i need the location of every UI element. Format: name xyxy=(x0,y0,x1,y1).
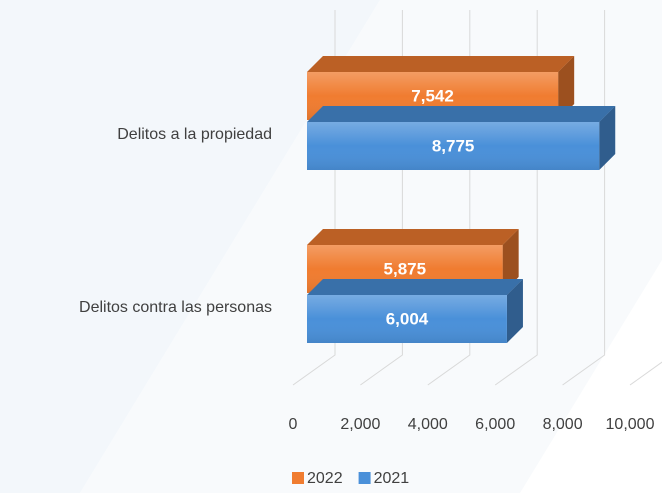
data-label: 7,542 xyxy=(411,86,454,105)
plot: 0 2,000 4,000 6,000 8,000 10,000 Delitos a la … xyxy=(79,10,662,487)
grid-line xyxy=(629,361,662,386)
legend-swatch xyxy=(358,472,371,484)
bar-side-shade xyxy=(599,106,616,170)
x-tick-label: 6,000 xyxy=(475,416,515,433)
bar-side xyxy=(502,229,519,293)
bar-gloss xyxy=(307,295,507,343)
x-tick-label: 0 xyxy=(289,416,298,433)
bar-top xyxy=(307,279,523,295)
legend-label: 2021 xyxy=(374,470,410,487)
data-label: 5,875 xyxy=(384,259,427,278)
legend-swatch xyxy=(292,472,304,484)
bar-gloss xyxy=(307,122,600,170)
bar-top-shade xyxy=(307,106,616,122)
data-label: 8,775 xyxy=(432,136,475,155)
x-tick-label: 4,000 xyxy=(408,416,448,433)
x-tick-label: 8,000 xyxy=(543,416,583,433)
bar-side-shade xyxy=(558,56,575,120)
bar-top-shade xyxy=(307,229,519,245)
bar-side xyxy=(599,106,616,170)
category-label: Delitos a la propiedad xyxy=(117,126,272,143)
x-tick-label: 2,000 xyxy=(340,416,380,433)
bar-side xyxy=(558,56,575,120)
bar-top xyxy=(307,106,616,122)
legend-label: 2022 xyxy=(307,470,343,487)
data-label: 6,004 xyxy=(386,309,429,328)
background-shape xyxy=(0,0,380,493)
bar-side-shade xyxy=(502,229,519,293)
bar-side xyxy=(506,279,523,343)
bar-top xyxy=(307,56,575,72)
bar-top xyxy=(307,229,519,245)
bar-side-shade xyxy=(506,279,523,343)
bar-top-shade xyxy=(307,279,523,295)
category-label: Delitos contra las personas xyxy=(79,299,272,316)
bar-top-shade xyxy=(307,56,575,72)
x-tick-label: 10,000 xyxy=(606,416,655,433)
